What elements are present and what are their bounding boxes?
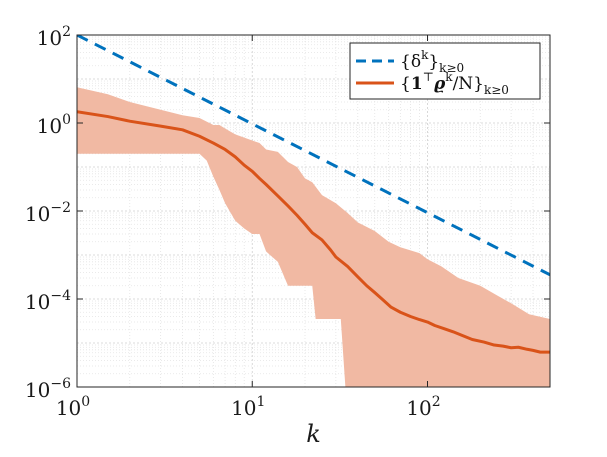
y-tick-label: 10−4 [25,288,71,314]
series-line-delta [77,35,550,277]
x-axis-label: k [306,420,321,448]
y-tick-label: 10−2 [25,200,71,226]
y-tick-label: 10−6 [25,376,71,402]
y-tick-label: 102 [37,24,71,50]
x-tick-label: 102 [406,394,440,420]
tick-labels: 100 101 102 10−6 10−4 10−2 100 102 [25,24,441,420]
x-tick-label: 101 [231,394,265,420]
series-group [77,35,550,354]
ticks [76,34,550,388]
confidence-band [77,87,550,387]
legend: {δk}k≥0{1⊤ϱk/N}k≥0 [349,42,541,100]
y-tick-label: 100 [37,112,71,138]
legend-entry-rho: {1⊤ϱk/N}k≥0 [400,70,509,97]
confidence-band-group [77,87,550,387]
series-line-rho [77,110,550,354]
x-tick-label: 100 [56,394,90,420]
legend-entry-delta: {δk}k≥0 [400,48,464,75]
legend-box [349,42,541,100]
